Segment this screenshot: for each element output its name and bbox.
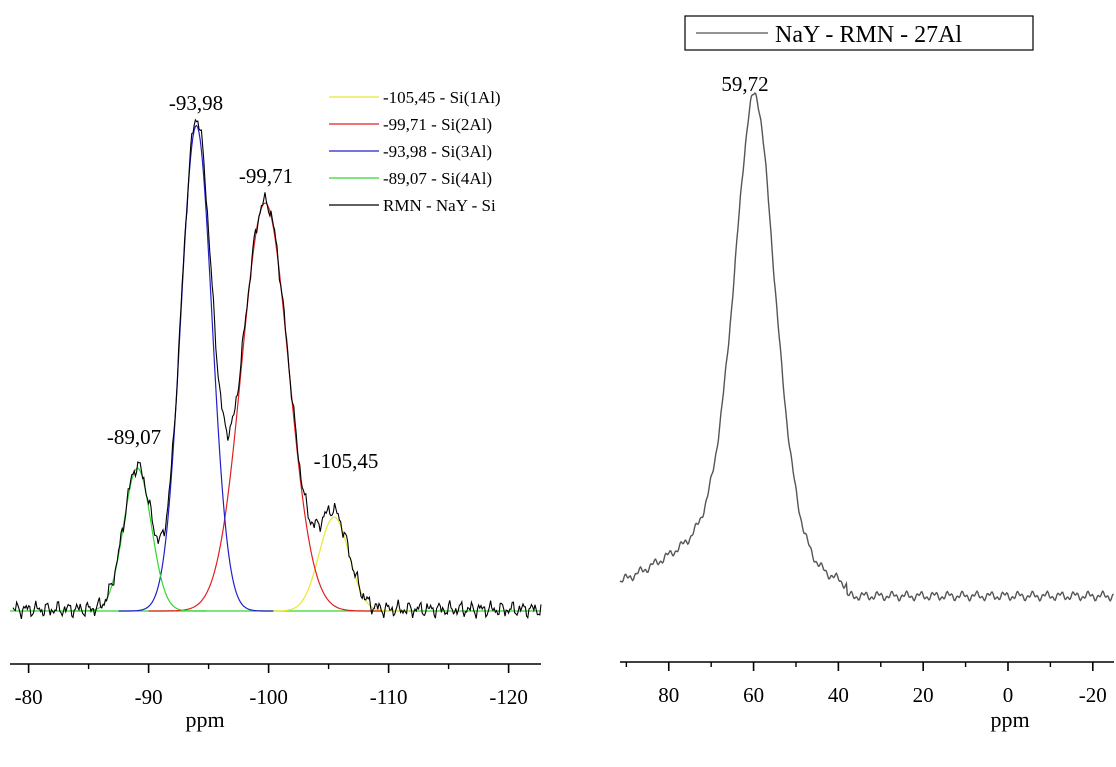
al-nmr-panel: NaY - RMN - 27Al 59,72 80 60 40 20 0 -20 ppm <box>619 15 1114 732</box>
al-x-tick-label: 80 <box>658 683 679 707</box>
al-x-tick-label: 20 <box>913 683 934 707</box>
al-x-tick-label: -20 <box>1079 683 1107 707</box>
si-legend: -105,45 - Si(1Al) -99,71 - Si(2Al) -93,9… <box>329 88 501 215</box>
al-spectrum-curve <box>619 92 1114 603</box>
si-nmr-panel: -89,07 -93,98 -99,71 -105,45 -105,45 - S… <box>10 88 542 732</box>
si-component-curve-1 <box>260 516 409 612</box>
si-x-tick-label: -80 <box>15 685 43 709</box>
peak-label-1al: -105,45 <box>314 449 379 473</box>
legend-label-2al: -99,71 - Si(2Al) <box>383 115 492 134</box>
si-x-tick-label: -100 <box>249 685 288 709</box>
legend-entry-1al: -105,45 - Si(1Al) <box>329 88 501 107</box>
si-component-curve-2 <box>148 202 382 612</box>
al-x-tick-label: 40 <box>828 683 849 707</box>
legend-label-1al: -105,45 - Si(1Al) <box>383 88 501 107</box>
si-x-tick-label: -90 <box>135 685 163 709</box>
legend-label-experimental: RMN - NaY - Si <box>383 196 496 215</box>
si-nmr-plot-area <box>10 118 542 620</box>
al-x-axis: 80 60 40 20 0 -20 <box>620 661 1114 707</box>
si-x-tick-label: -110 <box>370 685 408 709</box>
al-legend: NaY - RMN - 27Al <box>684 15 1034 51</box>
legend-label-4al: -89,07 - Si(4Al) <box>383 169 492 188</box>
al-x-axis-title: ppm <box>990 707 1029 732</box>
peak-label-4al: -89,07 <box>107 425 161 449</box>
legend-entry-2al: -99,71 - Si(2Al) <box>329 115 492 134</box>
al-x-tick-label: 60 <box>743 683 764 707</box>
peak-label-3al: -93,98 <box>169 91 223 115</box>
peak-label-2al: -99,71 <box>239 164 293 188</box>
al-peak-label: 59,72 <box>721 72 768 96</box>
si-x-ticks: -80 -90 -100 -110 -120 <box>15 664 528 709</box>
al-x-tick-label: 0 <box>1003 683 1014 707</box>
legend-label-3al: -93,98 - Si(3Al) <box>383 142 492 161</box>
al-nmr-plot-area <box>619 92 1114 603</box>
al-x-ticks: 80 60 40 20 0 -20 <box>625 662 1107 707</box>
legend-entry-4al: -89,07 - Si(4Al) <box>329 169 492 188</box>
si-x-tick-label: -120 <box>489 685 528 709</box>
legend-entry-experimental: RMN - NaY - Si <box>329 196 496 215</box>
legend-entry-3al: -93,98 - Si(3Al) <box>329 142 492 161</box>
si-component-curve-3 <box>118 124 274 612</box>
si-x-axis: -80 -90 -100 -110 -120 <box>10 663 541 709</box>
al-legend-label: NaY - RMN - 27Al <box>775 22 962 48</box>
si-x-axis-title: ppm <box>185 707 224 732</box>
si-experimental-curve <box>12 118 542 620</box>
si-component-curve-4 <box>69 467 207 612</box>
